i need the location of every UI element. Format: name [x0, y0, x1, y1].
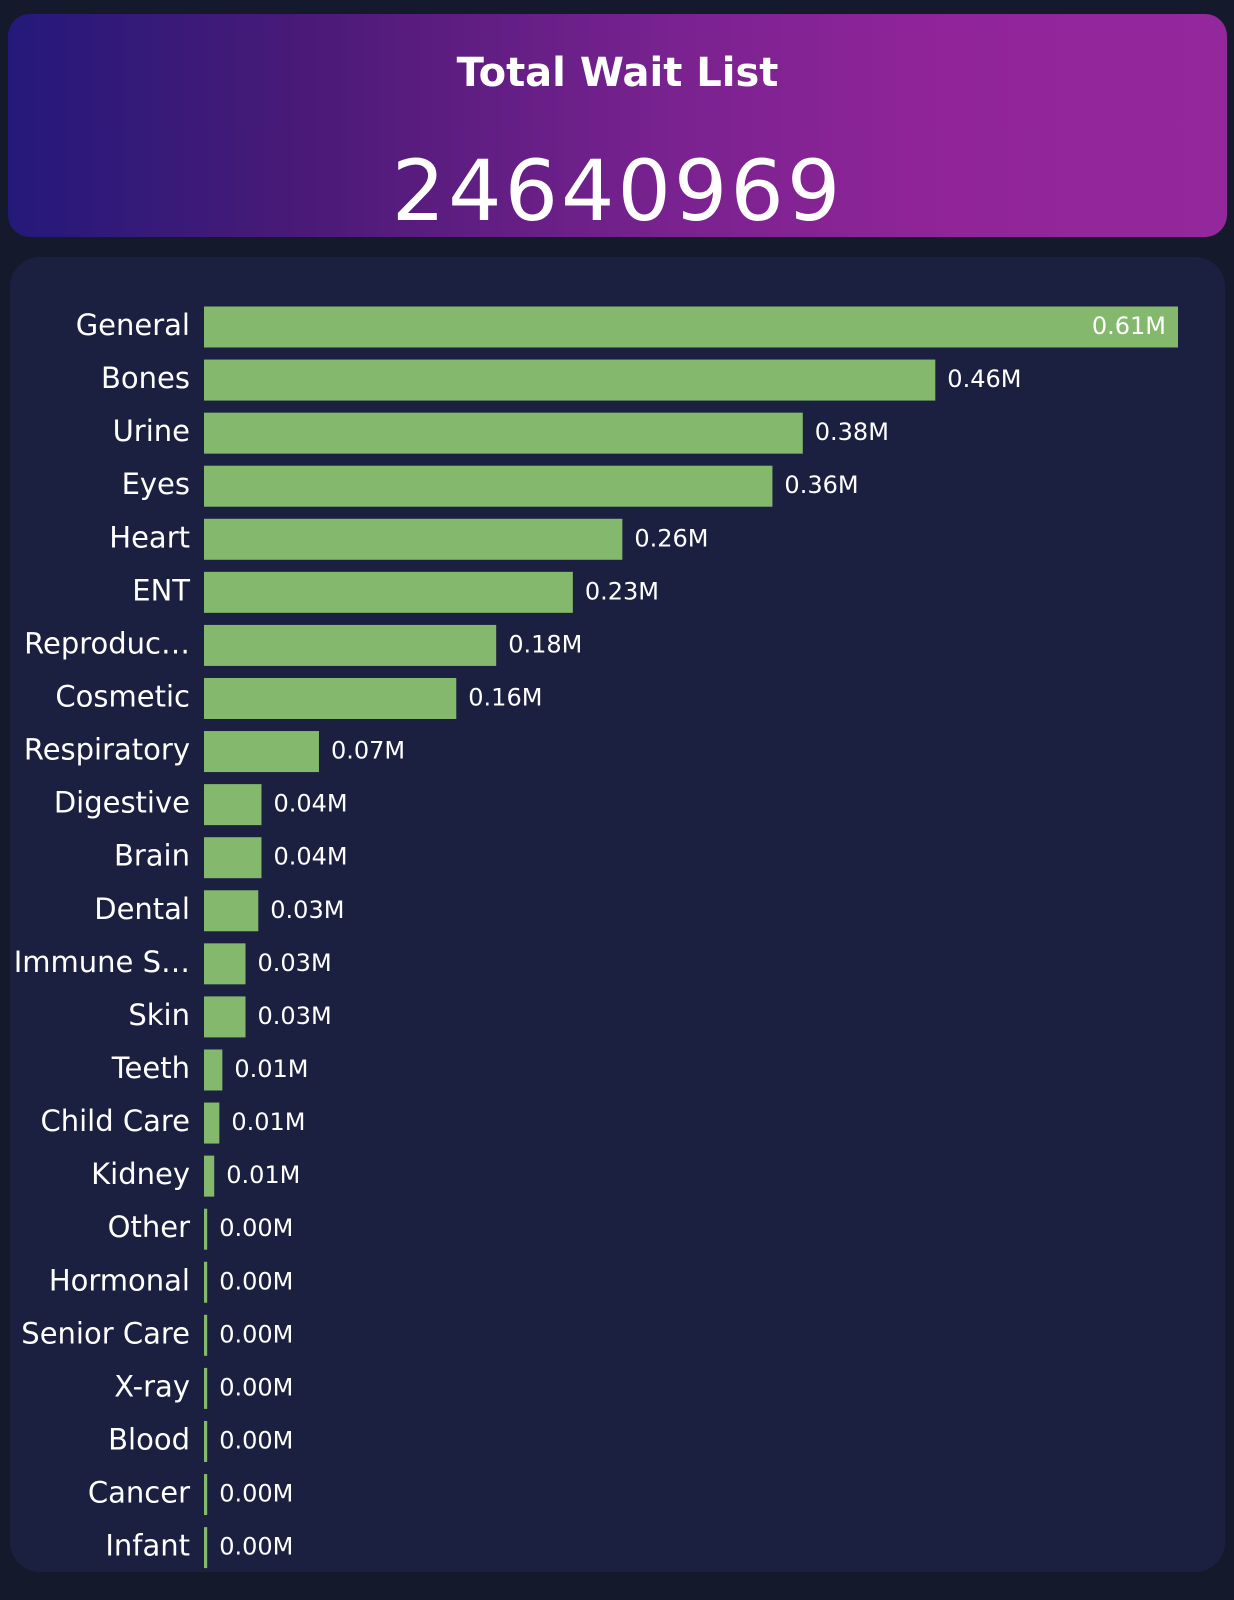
- value-label: 0.00M: [219, 1320, 293, 1348]
- category-label: ENT: [132, 573, 190, 607]
- value-label: 0.04M: [273, 843, 347, 871]
- bar: [204, 1367, 208, 1409]
- value-label: 0.00M: [219, 1480, 293, 1508]
- bar: [204, 677, 457, 719]
- category-label: Teeth: [111, 1051, 190, 1085]
- bar: [204, 1474, 208, 1516]
- value-label: 0.00M: [219, 1533, 293, 1561]
- value-label: 0.03M: [258, 1002, 332, 1030]
- value-label: 0.61M: [1092, 312, 1166, 340]
- bar: [204, 571, 573, 613]
- category-label: Eyes: [122, 467, 190, 501]
- bar: [204, 359, 936, 401]
- value-label: 0.00M: [219, 1214, 293, 1242]
- bar: [204, 996, 246, 1038]
- category-label: Brain: [114, 839, 190, 873]
- value-label: 0.16M: [468, 683, 542, 711]
- value-label: 0.36M: [784, 471, 858, 499]
- kpi-value: 24640969: [391, 142, 844, 240]
- value-label: 0.26M: [634, 524, 708, 552]
- kpi-card: Total Wait List 24640969: [8, 14, 1227, 240]
- category-label: General: [76, 308, 190, 342]
- category-label: Bones: [101, 361, 190, 395]
- value-label: 0.00M: [219, 1267, 293, 1295]
- category-label: Skin: [128, 998, 190, 1032]
- category-label: X-ray: [114, 1369, 190, 1403]
- bar: [204, 890, 259, 932]
- value-label: 0.04M: [273, 790, 347, 818]
- bar: [204, 518, 623, 560]
- value-label: 0.23M: [585, 577, 659, 605]
- value-label: 0.03M: [258, 949, 332, 977]
- category-label: Kidney: [91, 1157, 190, 1191]
- bar: [204, 1314, 208, 1356]
- bar: [204, 731, 319, 773]
- category-label: Child Care: [40, 1104, 190, 1138]
- value-label: 0.38M: [815, 418, 889, 446]
- bar: [204, 306, 1178, 348]
- bar: [204, 1049, 223, 1091]
- bar: [204, 1261, 208, 1303]
- value-label: 0.03M: [270, 896, 344, 924]
- category-label: Cosmetic: [55, 679, 190, 713]
- bar: [204, 412, 803, 454]
- category-label: Hormonal: [49, 1263, 190, 1297]
- category-label: Urine: [113, 414, 190, 448]
- value-label: 0.01M: [234, 1055, 308, 1083]
- bar: [204, 837, 262, 879]
- category-label: Dental: [94, 892, 190, 926]
- category-label: Digestive: [54, 786, 190, 820]
- value-label: 0.01M: [226, 1161, 300, 1189]
- kpi-title: Total Wait List: [456, 50, 779, 96]
- bar: [204, 784, 262, 826]
- category-label: Blood: [108, 1422, 190, 1456]
- category-label: Other: [108, 1210, 190, 1244]
- category-label: Heart: [109, 520, 190, 554]
- bar: [204, 1208, 208, 1250]
- value-label: 0.00M: [219, 1373, 293, 1401]
- category-label: Cancer: [88, 1476, 190, 1510]
- bar: [204, 1527, 208, 1569]
- bar: [204, 1155, 215, 1197]
- value-label: 0.07M: [331, 737, 405, 765]
- category-label: Immune S…: [14, 945, 190, 979]
- bar: [204, 465, 773, 507]
- value-label: 0.00M: [219, 1426, 293, 1454]
- bar: [204, 624, 497, 666]
- bar: [204, 943, 246, 985]
- bar: [204, 1420, 208, 1462]
- category-label: Respiratory: [24, 733, 190, 767]
- value-label: 0.18M: [508, 630, 582, 658]
- category-label: Infant: [105, 1529, 190, 1563]
- value-label: 0.01M: [231, 1108, 305, 1136]
- value-label: 0.46M: [947, 365, 1021, 393]
- bar: [204, 1102, 220, 1144]
- category-label: Reproduc…: [24, 626, 190, 660]
- category-label: Senior Care: [21, 1316, 190, 1350]
